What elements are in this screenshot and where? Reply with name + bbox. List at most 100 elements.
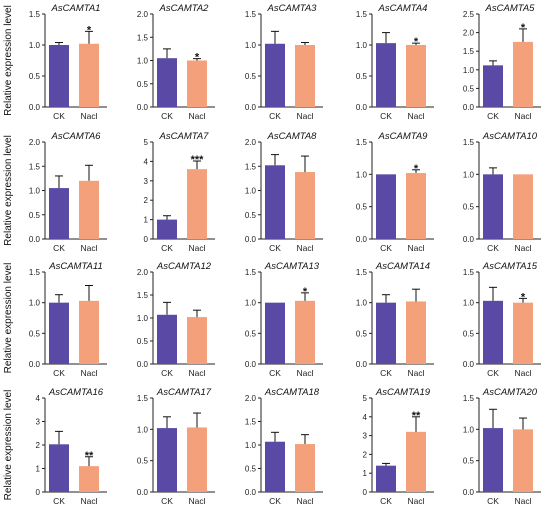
panel-title: AsCAMTA7 (159, 131, 210, 142)
x-category-label: Nacl (514, 368, 531, 378)
y-tick-label: 2.0 (137, 10, 149, 19)
y-tick-label: 1.0 (463, 299, 475, 308)
y-tick-label: 0.5 (463, 457, 475, 466)
x-category-label: Nacl (407, 496, 424, 506)
panel-title: AsCAMTA20 (482, 387, 538, 398)
bar-ck (265, 441, 285, 492)
y-tick-label: 1.0 (29, 299, 41, 308)
y-tick-label: 0.5 (356, 72, 368, 81)
x-category-label: Nacl (188, 111, 205, 121)
chart-panel-14: 0.0 0.5 1.0 1.5 CK Nacl AsCAMTA14 (356, 261, 434, 378)
y-tick-label: 1.5 (245, 162, 257, 171)
y-tick-label: 1.5 (463, 138, 475, 147)
y-tick-label: 2.0 (29, 138, 41, 147)
chart-panel-17: 0.0 0.5 1.0 1.5 CK Nacl AsCAMTA17 (137, 387, 215, 506)
y-axis-label: Relative expression level (3, 263, 14, 374)
bar-ck (265, 165, 285, 239)
significance-marker: * (521, 22, 526, 34)
y-tick-label: 0.5 (245, 465, 257, 474)
bar-ck (483, 300, 503, 364)
chart-panel-4: 0.0 0.5 1.0 1.5 CK * Nacl AsCAMTA4 (356, 3, 434, 121)
x-category-label: CK (53, 368, 65, 378)
bar-ck (157, 314, 177, 364)
x-category-label: CK (487, 111, 499, 121)
y-tick-label: 2.0 (463, 29, 475, 38)
chart-panel-7: 0 1 2 3 4 5 CK *** Nacl AsCAMTA7 (144, 131, 215, 253)
y-tick-label: 1.5 (356, 268, 368, 277)
y-tick-label: 0.5 (463, 84, 475, 93)
x-category-label: Nacl (514, 111, 531, 121)
y-tick-label: 1.5 (137, 394, 149, 403)
bar-nacl (513, 302, 533, 364)
chart-panel-11: 0.0 0.5 1.0 1.5 CK Nacl AsCAMTA11 Relative expr… (3, 261, 107, 378)
y-tick-label: 0.5 (463, 203, 475, 212)
bar-nacl (79, 180, 99, 239)
bar-ck (376, 174, 396, 239)
bar-nacl (295, 172, 315, 239)
y-tick-label: 0.0 (463, 488, 475, 497)
x-category-label: Nacl (188, 496, 205, 506)
chart-panel-18: 0.0 0.5 1.0 1.5 2.0 CK Nacl AsCAMTA18 (245, 387, 323, 506)
significance-marker: * (414, 36, 419, 48)
y-tick-label: 1.0 (356, 41, 368, 50)
y-tick-label: 1.0 (245, 41, 257, 50)
panel-title: AsCAMTA8 (267, 131, 318, 142)
x-category-label: Nacl (296, 496, 313, 506)
significance-marker: * (87, 24, 92, 36)
panel-title: AsCAMTA1 (51, 3, 101, 14)
y-tick-label: 0.5 (245, 72, 257, 81)
chart-panel-15: 0.0 0.5 1.0 1.5 CK * Nacl AsCAMTA15 (463, 261, 541, 378)
x-category-label: CK (161, 496, 173, 506)
bar-ck (483, 174, 503, 239)
y-tick-label: 0.0 (356, 235, 368, 244)
y-tick-label: 0.0 (463, 103, 475, 112)
bar-nacl (513, 41, 533, 107)
significance-marker: * (195, 52, 200, 64)
y-tick-label: 2.5 (463, 10, 475, 19)
significance-marker: ** (412, 410, 421, 422)
bar-ck (376, 43, 396, 107)
y-tick-label: 2 (144, 196, 149, 205)
panel-title: AsCAMTA10 (482, 131, 538, 142)
y-tick-label: 1.5 (137, 291, 149, 300)
chart-panel-9: 0.0 0.5 1.0 1.5 CK * Nacl AsCAMTA9 (356, 131, 434, 253)
bar-ck (49, 188, 69, 239)
y-tick-label: 0.5 (137, 337, 149, 346)
bar-ck (265, 302, 285, 364)
chart-panel-8: 0.0 0.5 1.0 1.5 2.0 CK Nacl AsCAMTA8 (245, 131, 323, 253)
y-tick-label: 1.0 (356, 299, 368, 308)
panel-title: AsCAMTA6 (51, 131, 102, 142)
panel-title: AsCAMTA19 (375, 387, 431, 398)
x-category-label: Nacl (80, 496, 97, 506)
y-tick-label: 1.5 (29, 162, 41, 171)
y-axis-label: Relative expression level (3, 135, 14, 246)
x-category-label: Nacl (296, 243, 313, 253)
x-category-label: Nacl (407, 111, 424, 121)
x-category-label: Nacl (296, 111, 313, 121)
y-tick-label: 0.5 (29, 72, 41, 81)
bar-nacl (406, 431, 426, 492)
bar-nacl (295, 300, 315, 364)
bar-nacl (295, 444, 315, 492)
y-tick-label: 1 (144, 216, 149, 225)
bar-nacl (79, 43, 99, 107)
bar-nacl (406, 301, 426, 364)
bar-nacl (406, 173, 426, 239)
y-tick-label: 0.0 (245, 103, 257, 112)
chart-panel-2: 0.0 0.5 1.0 1.5 2.0 CK * Nacl AsCAMTA2 (137, 3, 215, 121)
y-tick-label: 1.0 (356, 170, 368, 179)
y-tick-label: 3 (36, 418, 41, 427)
bar-ck (376, 302, 396, 364)
y-tick-label: 1.5 (29, 10, 41, 19)
chart-panel-16: 0 1 2 3 4 CK ** Nacl AsCAMTA16 Relative expressio… (3, 387, 107, 506)
y-tick-label: 1.0 (463, 66, 475, 75)
panel-title: AsCAMTA17 (156, 387, 212, 398)
significance-marker: *** (191, 154, 205, 166)
y-tick-label: 3 (363, 432, 368, 441)
y-tick-label: 1.0 (463, 425, 475, 434)
panel-title: AsCAMTA2 (159, 3, 210, 14)
y-tick-label: 1.5 (463, 47, 475, 56)
y-tick-label: 0.5 (29, 211, 41, 220)
x-category-label: Nacl (188, 368, 205, 378)
x-category-label: Nacl (407, 243, 424, 253)
